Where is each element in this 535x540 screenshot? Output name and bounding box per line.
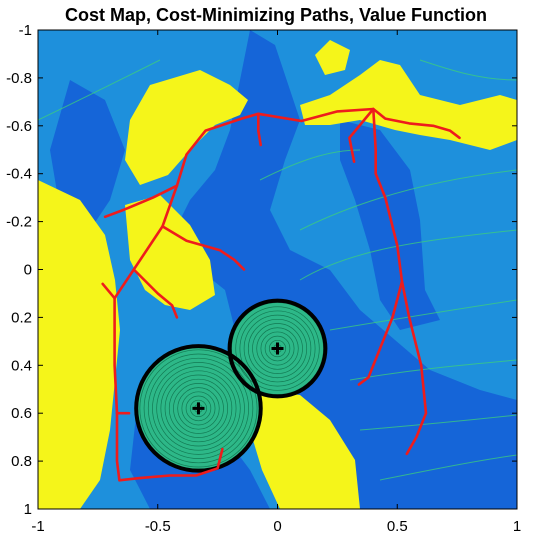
x-tick-label: -0.5 [145, 518, 171, 535]
y-tick-label: 1 [24, 501, 32, 518]
cost-minimizing-paths [101, 107, 461, 482]
target-contour [164, 374, 233, 443]
target-boundary [134, 344, 263, 473]
mid-cost-region [340, 120, 440, 330]
target-contour [256, 327, 299, 370]
value-contour [349, 359, 517, 381]
target-contour [156, 366, 241, 451]
y-tick-label: 0.6 [11, 405, 32, 422]
value-contour [359, 414, 517, 431]
value-function-contours [38, 59, 517, 481]
path-1 [139, 447, 224, 480]
path-11 [348, 107, 375, 163]
path-3 [101, 282, 116, 300]
path-10 [357, 107, 404, 386]
y-tick-label: 0.8 [11, 453, 32, 470]
value-contour [38, 59, 161, 121]
y-tick-label: -0.4 [6, 166, 32, 183]
target-contour [264, 335, 291, 362]
high-cost-region [38, 180, 120, 509]
target-contour [185, 395, 212, 422]
y-tick-label: -0.8 [6, 70, 32, 87]
target-contour [252, 323, 303, 374]
target-contour [152, 362, 245, 455]
x-tick-label: -1 [31, 518, 44, 535]
target-contour [173, 383, 224, 434]
y-tick-label: -0.6 [6, 118, 32, 135]
chart-title: Cost Map, Cost-Minimizing Paths, Value F… [65, 5, 487, 25]
target-boundary [227, 298, 328, 399]
x-axis: -1 -0.5 0 0.5 1 [31, 30, 521, 535]
high-cost-region [250, 390, 360, 509]
path-6 [161, 225, 246, 271]
value-contour [299, 169, 517, 231]
target-contour [239, 310, 316, 387]
mid-cost-region [50, 80, 125, 230]
target-contour [143, 353, 254, 464]
path-8 [256, 112, 263, 147]
target-contour [268, 339, 287, 358]
high-cost-regions [38, 40, 517, 509]
path-9 [256, 107, 461, 140]
target-contour [247, 318, 308, 379]
target-contour [243, 314, 312, 383]
y-axis: -1 -0.8 -0.6 -0.4 -0.2 0 0.2 0.4 0.6 0.8 1 [6, 22, 517, 518]
value-contour [299, 229, 517, 281]
value-contour [419, 59, 517, 81]
y-tick-label: 0 [24, 262, 32, 279]
path-12 [400, 280, 428, 456]
goal-marker [192, 402, 205, 415]
x-tick-label: 1 [513, 518, 521, 535]
value-contour [259, 149, 361, 181]
y-tick-label: 0.2 [11, 309, 32, 326]
value-contour [329, 299, 517, 331]
x-tick-label: 0 [273, 518, 281, 535]
target-contour [160, 370, 237, 447]
y-tick-label: -1 [19, 22, 32, 39]
high-cost-region [315, 40, 350, 75]
target-contour [260, 331, 295, 366]
high-cost-region [125, 70, 248, 185]
high-cost-region [300, 60, 517, 150]
target-contour [177, 387, 220, 430]
target-contour [181, 391, 216, 426]
goal-markers [192, 342, 284, 415]
path-5 [132, 268, 179, 319]
target-contour [168, 378, 229, 438]
plot-area [38, 30, 517, 509]
target-contour [147, 357, 250, 459]
path-4 [103, 184, 179, 219]
target-contour [139, 349, 258, 468]
value-contour [379, 454, 517, 481]
x-tick-label: 0.5 [387, 518, 408, 535]
target-contour [189, 399, 208, 417]
y-tick-label: -0.2 [6, 214, 32, 231]
target-contour [235, 306, 320, 391]
y-tick-label: 0.4 [11, 357, 32, 374]
goal-marker [271, 342, 284, 355]
high-cost-region [125, 195, 215, 310]
